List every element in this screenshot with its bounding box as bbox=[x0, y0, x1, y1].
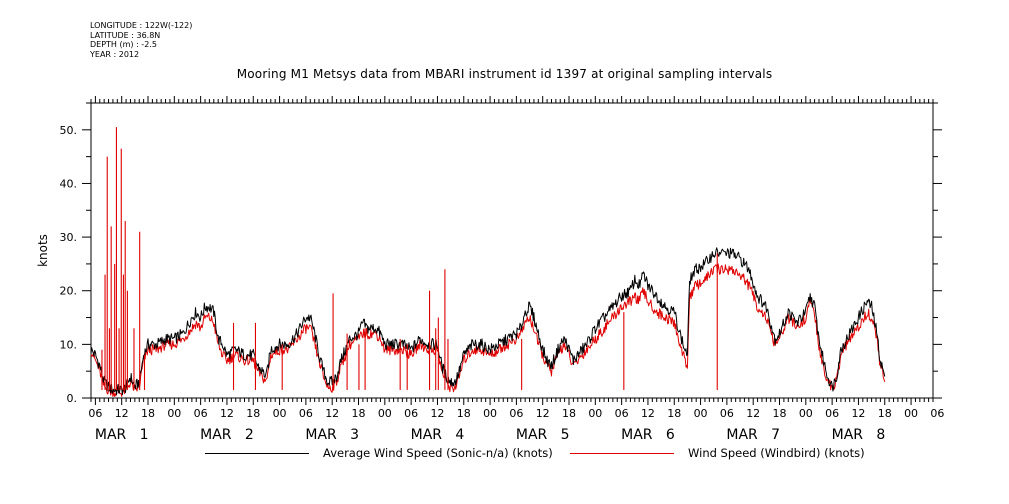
y-tick-label: 20. bbox=[60, 285, 78, 298]
x-tick-label: 00 bbox=[904, 407, 918, 420]
x-tick-label: 18 bbox=[457, 407, 471, 420]
x-tick-label: 18 bbox=[562, 407, 576, 420]
x-tick-label: 18 bbox=[141, 407, 155, 420]
x-tick-label: 00 bbox=[167, 407, 181, 420]
x-tick-label: 18 bbox=[878, 407, 892, 420]
x-tick-label: 06 bbox=[615, 407, 629, 420]
x-day-label: MAR 1 bbox=[95, 427, 149, 443]
depth-label: DEPTH (m) : -2.5 bbox=[90, 40, 157, 49]
y-tick-label: 0. bbox=[67, 392, 78, 405]
x-tick-label: 06 bbox=[825, 407, 839, 420]
x-tick-label: 06 bbox=[194, 407, 208, 420]
year-label: YEAR : 2012 bbox=[90, 49, 140, 59]
chart-axes: 06 12 18 00 06 12 18 00 06 12 18 00 06 12 18 00 06 12 18 00… bbox=[36, 96, 944, 443]
x-tick-label: 18 bbox=[352, 407, 366, 420]
series-line-windbird bbox=[90, 263, 886, 397]
x-tick-label: 12 bbox=[430, 407, 444, 420]
x-day-label: MAR 4 bbox=[411, 427, 465, 443]
latitude-label: LATITUDE : 36.8N bbox=[90, 30, 161, 40]
x-tick-label: 12 bbox=[115, 407, 129, 420]
x-tick-label: 18 bbox=[246, 407, 260, 420]
x-tick-label: 06 bbox=[930, 407, 944, 420]
x-tick-label: 06 bbox=[88, 407, 102, 420]
x-day-label: MAR 2 bbox=[200, 427, 254, 443]
y-tick-label: 10. bbox=[60, 338, 78, 351]
x-tick-label: 06 bbox=[299, 407, 313, 420]
longitude-label: LONGITUDE : 122W(-122) bbox=[90, 21, 193, 30]
x-tick-label: 06 bbox=[720, 407, 734, 420]
x-day-label: MAR 3 bbox=[305, 427, 359, 443]
legend-label-sonic: Average Wind Speed (Sonic-n/a) (knots) bbox=[323, 446, 553, 460]
x-tick-label: 12 bbox=[851, 407, 865, 420]
x-day-label: MAR 6 bbox=[621, 427, 675, 443]
x-tick-label: 00 bbox=[694, 407, 708, 420]
x-tick-label: 12 bbox=[746, 407, 760, 420]
legend-label-windbird: Wind Speed (Windbird) (knots) bbox=[688, 446, 865, 460]
x-day-label: MAR 5 bbox=[516, 427, 570, 443]
y-axis-label: knots bbox=[36, 234, 50, 267]
y-tick-label: 30. bbox=[60, 231, 78, 244]
x-day-label: MAR 7 bbox=[726, 427, 780, 443]
legend-line-windbird bbox=[570, 453, 674, 454]
x-tick-label: 00 bbox=[378, 407, 392, 420]
chart-title: Mooring M1 Metsys data from MBARI instru… bbox=[236, 67, 773, 81]
x-day-label: MAR 8 bbox=[832, 427, 886, 443]
x-tick-label: 00 bbox=[799, 407, 813, 420]
x-tick-label: 06 bbox=[404, 407, 418, 420]
plot-frame bbox=[90, 102, 934, 399]
x-tick-label: 06 bbox=[509, 407, 523, 420]
series-layer bbox=[90, 127, 886, 397]
y-tick-label: 50. bbox=[60, 124, 78, 137]
x-tick-label: 00 bbox=[483, 407, 497, 420]
x-tick-label: 12 bbox=[536, 407, 550, 420]
x-tick-label: 12 bbox=[325, 407, 339, 420]
x-tick-label: 18 bbox=[667, 407, 681, 420]
x-tick-label: 00 bbox=[273, 407, 287, 420]
metadata-block: LONGITUDE : 122W(-122) LATITUDE : 36.8N … bbox=[90, 21, 192, 59]
x-tick-label: 18 bbox=[773, 407, 787, 420]
y-tick-label: 40. bbox=[60, 177, 78, 190]
x-tick-label: 12 bbox=[641, 407, 655, 420]
series-line-sonic bbox=[90, 247, 886, 395]
x-tick-label: 12 bbox=[220, 407, 234, 420]
x-tick-label: 00 bbox=[588, 407, 602, 420]
legend-line-sonic bbox=[205, 453, 309, 454]
